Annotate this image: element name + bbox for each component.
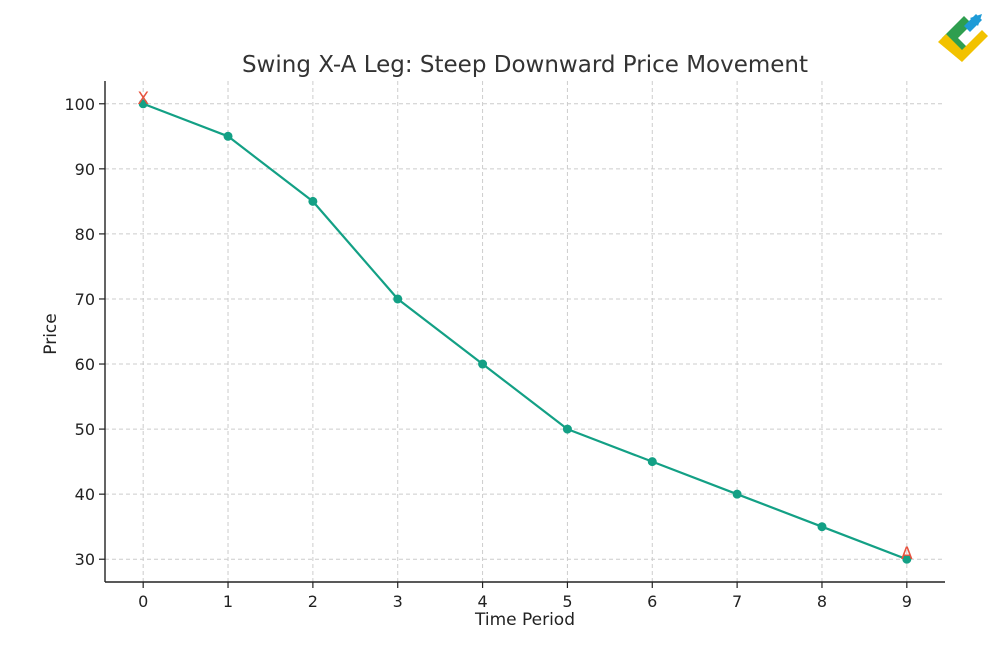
y-tick-label: 40: [75, 485, 95, 504]
x-tick-label: 3: [393, 592, 403, 611]
data-point: [647, 457, 657, 467]
data-point: [138, 99, 148, 109]
data-point: [393, 294, 403, 304]
data-point: [732, 489, 742, 499]
x-tick-label: 6: [647, 592, 657, 611]
brand-logo-icon: [938, 14, 988, 62]
data-point: [562, 424, 572, 434]
annotations: XA: [137, 89, 913, 564]
x-tick-label: 8: [817, 592, 827, 611]
x-tick-label: 4: [477, 592, 487, 611]
x-tick-label: 5: [562, 592, 572, 611]
grid: [105, 81, 945, 582]
data-point: [478, 359, 488, 369]
y-axis-title: Price: [41, 313, 61, 354]
axes: [104, 81, 945, 583]
x-tick-label: 9: [902, 592, 912, 611]
data-point: [817, 522, 827, 532]
y-tick-label: 80: [75, 225, 95, 244]
data-point: [223, 131, 233, 141]
series-line: [142, 102, 908, 561]
series: [138, 99, 912, 564]
x-tick-label: 0: [138, 592, 148, 611]
annotation-label-a: A: [901, 544, 913, 564]
chart-title: Swing X-A Leg: Steep Downward Price Move…: [242, 52, 808, 78]
x-tick-label: 2: [308, 592, 318, 611]
x-axis-title: Time Period: [474, 610, 575, 630]
y-tick-label: 70: [75, 290, 95, 309]
annotation-label-x: X: [137, 89, 149, 109]
x-tick-label: 1: [223, 592, 233, 611]
y-tick-label: 30: [75, 550, 95, 569]
x-tick-label: 7: [732, 592, 742, 611]
y-tick-label: 60: [75, 355, 95, 374]
data-point: [902, 554, 912, 564]
ticks: 0 1 2 3 4 5 6 7 8 9 30 40 50 60 70 80 90 100: [64, 95, 911, 611]
data-point: [308, 196, 318, 206]
y-tick-label: 90: [75, 160, 95, 179]
y-tick-label: 100: [64, 95, 95, 114]
y-tick-label: 50: [75, 420, 95, 439]
